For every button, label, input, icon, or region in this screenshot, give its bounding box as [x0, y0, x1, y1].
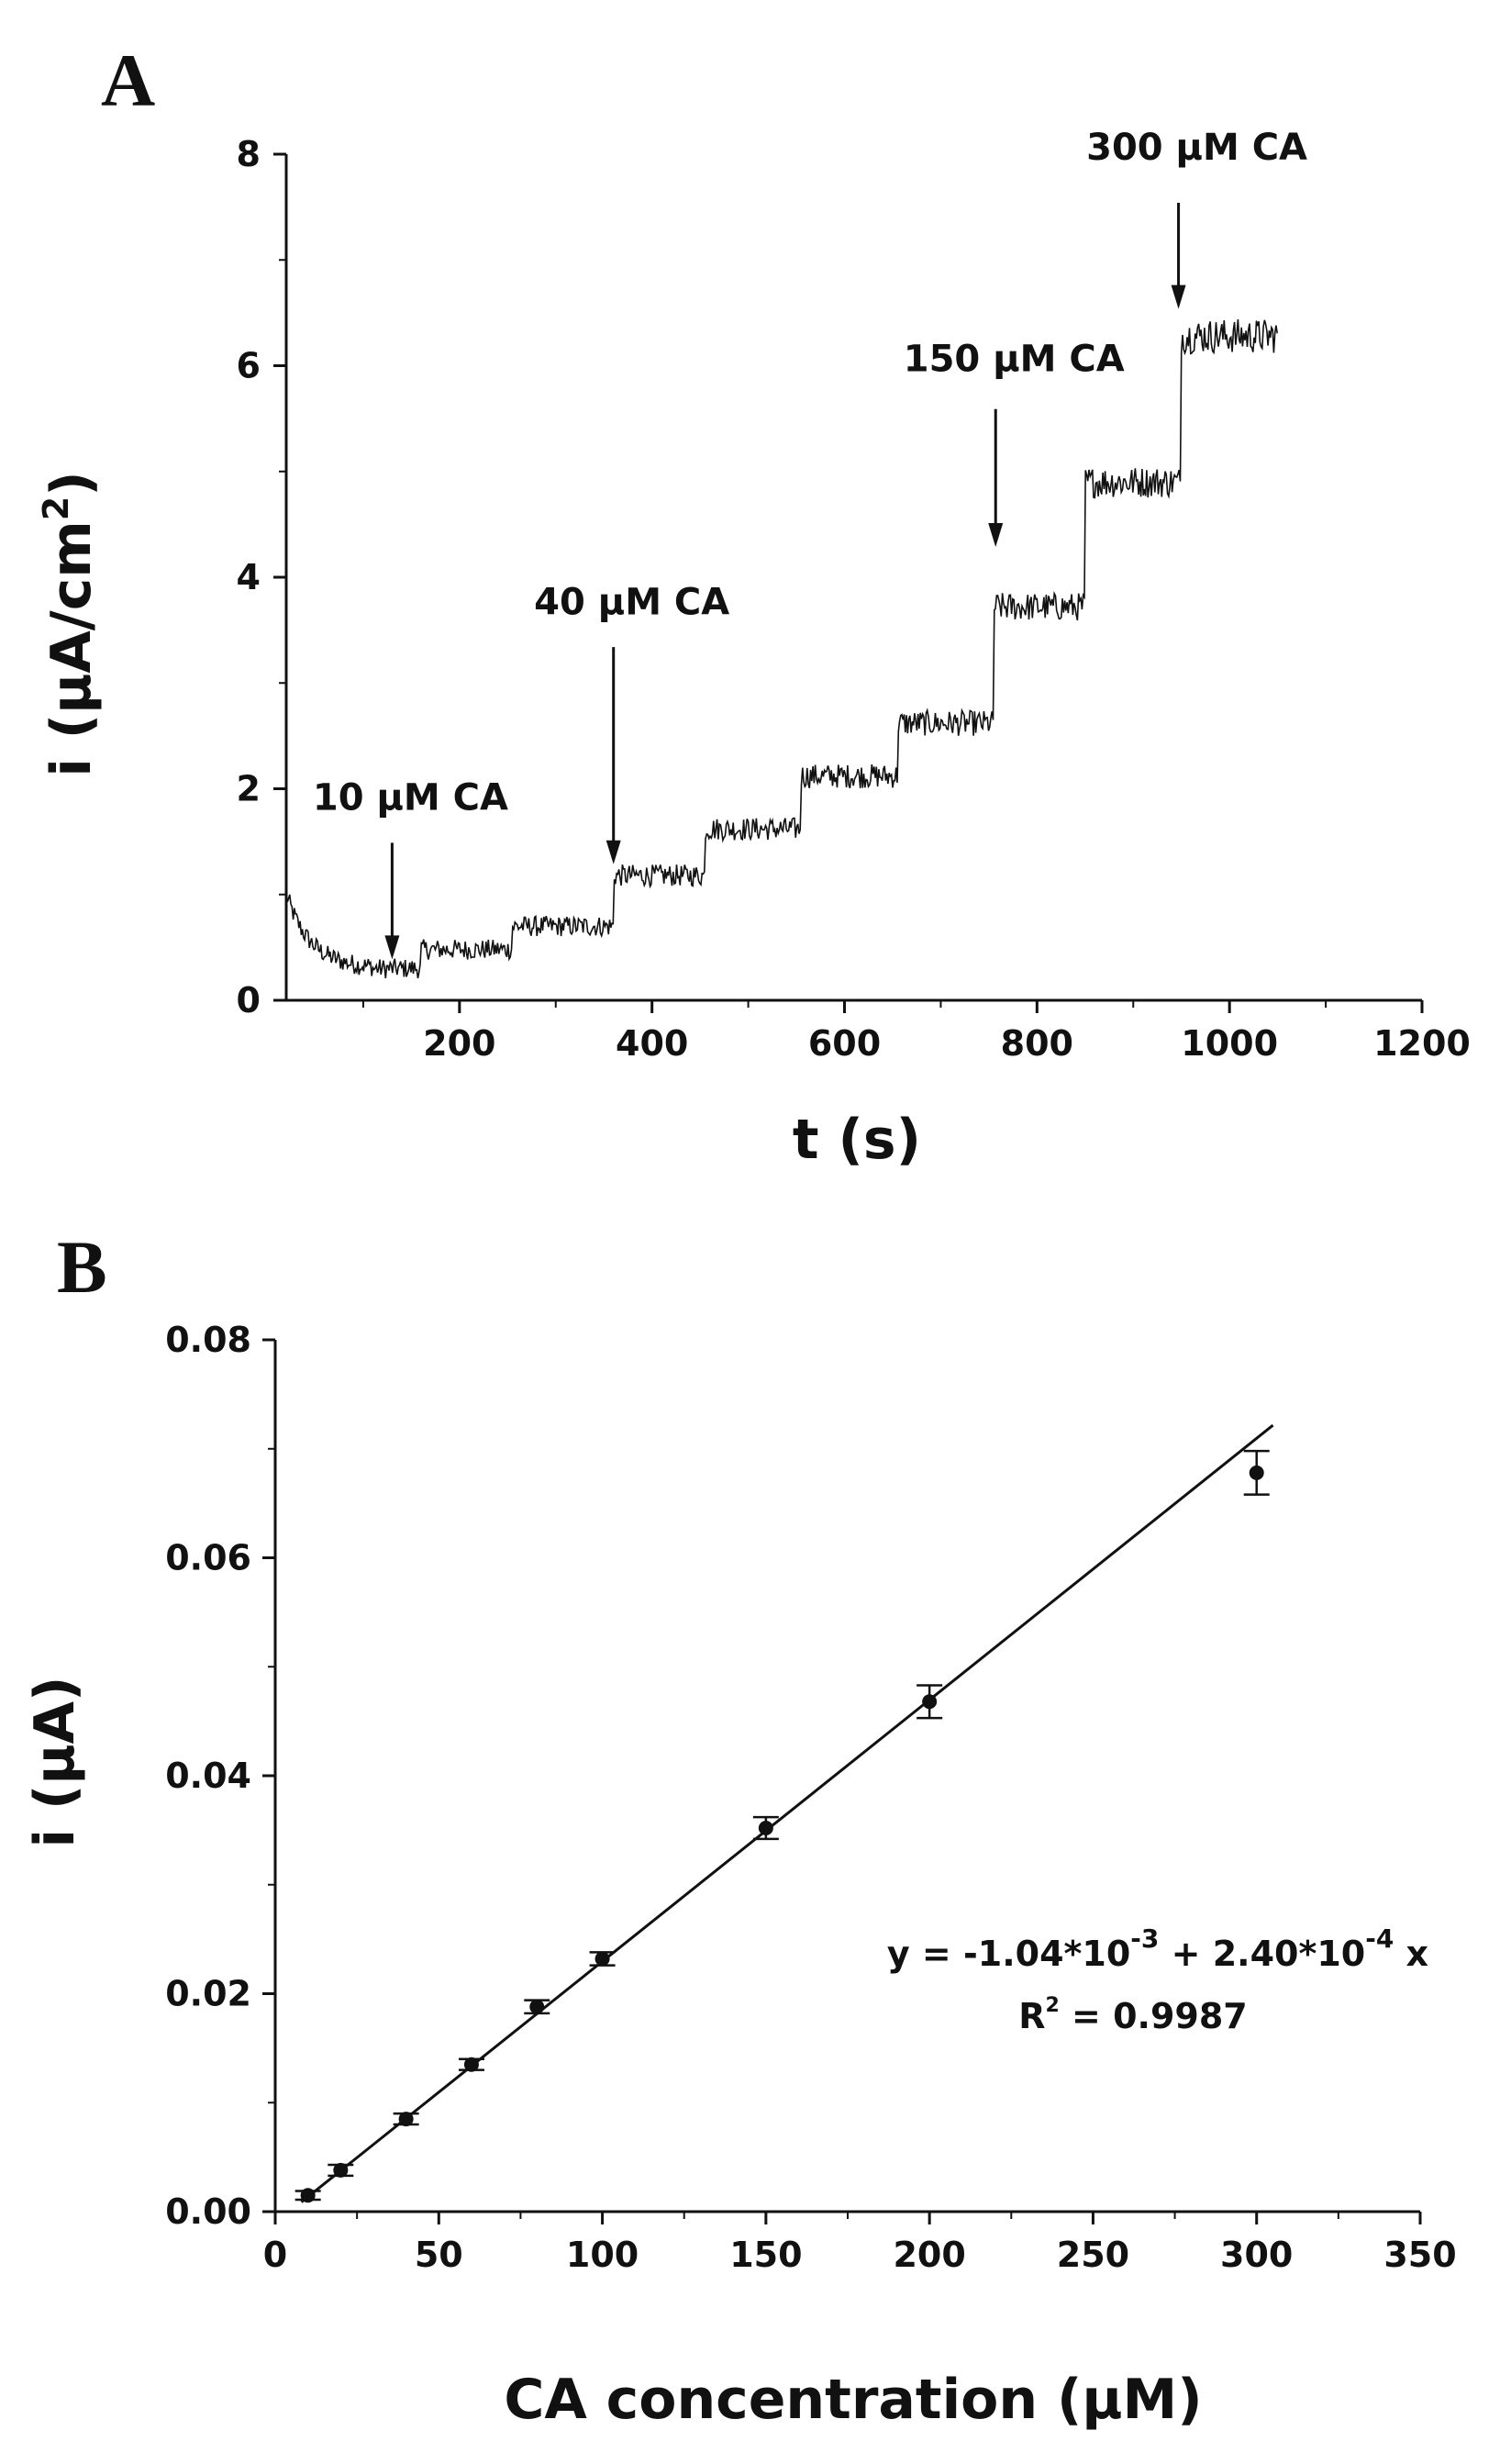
panel-b-data-point	[594, 1951, 610, 1967]
eq-exp2: -4	[1365, 1923, 1394, 1954]
panel-a-annotation-arrow-head	[988, 522, 1004, 547]
panel-b-x-axis-title: CA concentration (μM)	[504, 2368, 1202, 2432]
panel-b-data-point	[529, 1999, 545, 2014]
panel-a-letter: A	[101, 39, 155, 122]
panel-a-y-tick-label: 6	[237, 346, 261, 386]
panel-b-data-point	[1249, 1465, 1264, 1480]
panel-b-x-tick-label: 300	[1220, 2235, 1293, 2275]
eq-exp1: -3	[1130, 1923, 1159, 1954]
panel-a-annotation-label: 10 μM CA	[313, 777, 508, 819]
panel-a-x-tick-label: 1000	[1181, 1023, 1278, 1064]
panel-b-x-tick-label: 0	[263, 2235, 287, 2275]
panel-a-y-tick-label: 8	[237, 134, 261, 174]
panel-b-letter: B	[57, 1225, 107, 1309]
panel-b-x-tick-label: 350	[1383, 2235, 1456, 2275]
panel-a-annotation-arrow-head	[606, 840, 621, 864]
panel-b-y-tick-label: 0.02	[165, 1974, 251, 2014]
panel-b-y-axis-title: i (μA)	[23, 1677, 87, 1848]
panel-a-y-axis-title: i (μA/cm2)	[36, 471, 104, 776]
panel-a-x-tick-label: 400	[616, 1023, 688, 1064]
panel-b-fit	[300, 1423, 1274, 2203]
panel-a-x-tick-label: 200	[423, 1023, 495, 1064]
panel-b-data-point	[333, 2162, 349, 2178]
panel-a-annotation-arrow-head	[1171, 284, 1186, 309]
panel-b-x-tick-label: 50	[415, 2235, 463, 2275]
panel-b-axes	[273, 1340, 1420, 2213]
panel-a-y-title-main: i (μA/cm	[39, 520, 104, 776]
panel-b-y-tick-label: 0.00	[165, 2191, 251, 2232]
panel-b-equation: y = -1.04*10-3 + 2.40*10-4 x	[887, 1923, 1428, 1974]
panel-a-y-tick-label: 4	[237, 557, 261, 597]
r2-label: R	[1018, 1996, 1045, 2036]
panel-a-annotation-label: 150 μM CA	[904, 338, 1125, 380]
panel-b-x-tick-label: 100	[566, 2235, 639, 2275]
panel-b-x-tick-label: 250	[1057, 2235, 1129, 2275]
r2-value: = 0.9987	[1060, 1996, 1248, 2036]
eq-middle: + 2.40*10	[1159, 1934, 1365, 1974]
panel-a-y-tick-label: 2	[237, 769, 261, 809]
panel-b-x-tick-label: 150	[729, 2235, 802, 2275]
panel-a-x-tick-label: 600	[808, 1023, 881, 1064]
panel-a-axes	[284, 154, 1422, 1002]
eq-prefix: y = -1.04*10	[887, 1934, 1130, 1974]
panel-a: A 200 400 600 800 1000 1200 0 2 4 6 8 10 μM CA 40 μ…	[36, 39, 1471, 1172]
panel-b: B 0 50 100 150 200 250 300 3500.000.020.040.060…	[23, 1225, 1457, 2432]
eq-suffix: x	[1394, 1934, 1428, 1974]
panel-a-annotation-arrow-head	[384, 935, 400, 960]
panel-b-y-tick-label: 0.04	[165, 1756, 251, 1796]
panel-a-annotations: 10 μM CA 40 μM CA 150 μM CA 300 μM CA	[313, 127, 1307, 960]
panel-b-fit-line	[300, 1423, 1274, 2203]
panel-b-r2: R2 = 0.9987	[1018, 1994, 1248, 2036]
panel-b-data-point	[922, 1694, 938, 1710]
panel-b-y-tick-label: 0.06	[165, 1538, 251, 1578]
panel-b-y-tick-label: 0.08	[165, 1320, 251, 1360]
panel-a-annotation-label: 300 μM CA	[1086, 127, 1307, 169]
panel-b-points	[294, 1449, 1270, 2203]
panel-a-y-tick-label: 0	[237, 980, 261, 1020]
panel-b-data-point	[300, 2188, 316, 2203]
panel-a-ticks: 200 400 600 800 1000 1200 0 2 4 6 8	[237, 134, 1471, 1064]
panel-a-x-axis-title: t (s)	[793, 1108, 921, 1172]
panel-a-y-title-sup: 2	[36, 496, 76, 520]
r2-sup: 2	[1046, 1994, 1060, 2017]
panel-b-data-point	[398, 2112, 414, 2127]
panel-a-annotation-label: 40 μM CA	[534, 581, 729, 623]
panel-a-y-title-close: )	[39, 471, 104, 496]
panel-a-current-trace	[285, 318, 1278, 979]
panel-b-data-point	[758, 1821, 773, 1835]
panel-a-trace	[285, 318, 1278, 979]
panel-a-x-tick-label: 800	[1001, 1023, 1073, 1064]
panel-b-ticks: 0 50 100 150 200 250 300 350 0.00 0.02 0.04 0.06 0.0…	[165, 1320, 1456, 2275]
panel-a-x-tick-label: 1200	[1373, 1023, 1471, 1064]
panel-b-x-tick-label: 200	[893, 2235, 965, 2275]
panel-b-data-point	[463, 2057, 479, 2072]
